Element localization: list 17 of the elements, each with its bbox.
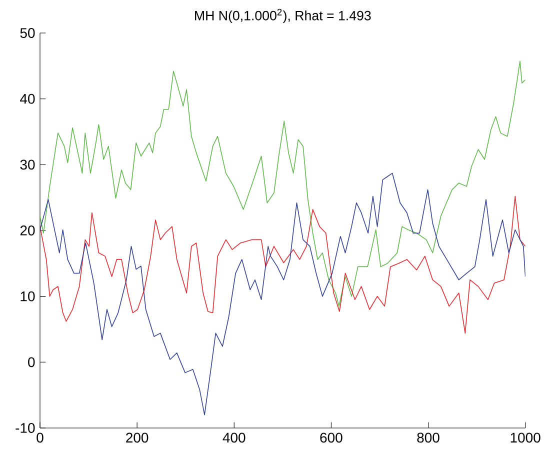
x-tick-label: 200 xyxy=(126,432,148,443)
x-tick-label: 800 xyxy=(417,432,440,443)
x-tick-label: 0 xyxy=(36,432,44,443)
x-tick-label: 400 xyxy=(222,432,246,443)
y-tick-label: 30 xyxy=(20,160,35,170)
y-tick-label: 0 xyxy=(28,357,35,368)
y-tick-label: 10 xyxy=(20,291,35,302)
x-tick-label: 600 xyxy=(320,432,342,443)
line-series xyxy=(40,60,526,307)
y-tick-label: 40 xyxy=(20,94,35,104)
x-tick-label: 1000 xyxy=(510,432,540,443)
chart-title: MH N(0,1.000$^{2}$), Rhat = 1.493 xyxy=(195,8,371,23)
y-tick-label: 50 xyxy=(20,28,35,38)
y-tick-label: 20 xyxy=(20,226,35,236)
y-tick-label: -10 xyxy=(16,423,35,433)
line-series xyxy=(40,196,526,334)
line-series xyxy=(40,172,526,416)
